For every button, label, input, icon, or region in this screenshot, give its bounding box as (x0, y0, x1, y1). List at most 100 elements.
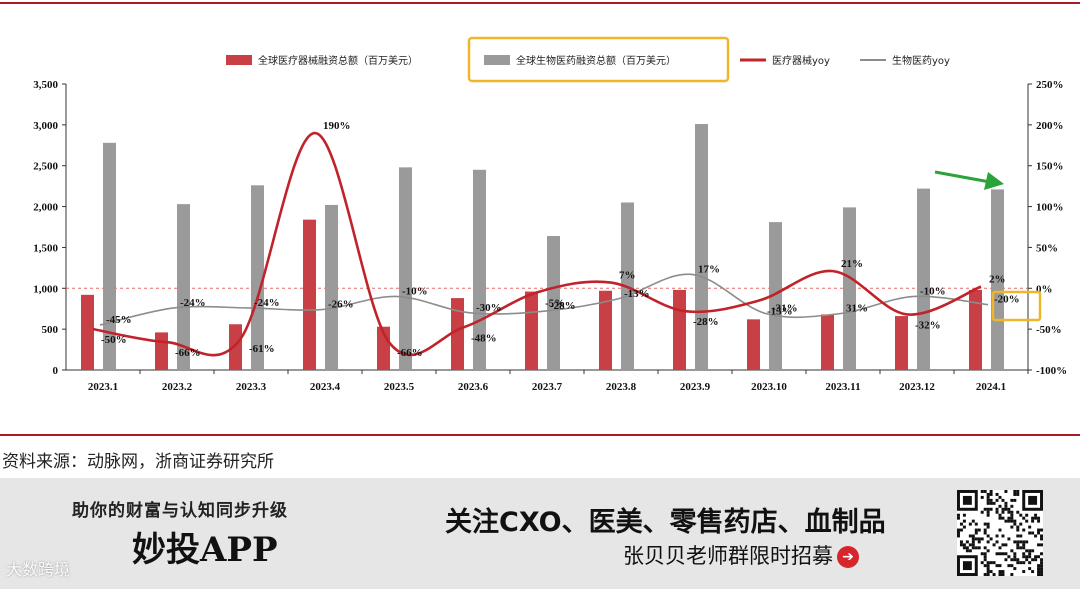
bio-yoy-label: -30% (476, 302, 502, 314)
device-yoy-label: -61% (249, 343, 275, 355)
device-yoy-label: -66% (175, 347, 201, 359)
banner-headline: 关注CXO、医美、零售药店、血制品 (445, 507, 886, 538)
legend-label: 医疗器械yoy (772, 54, 830, 67)
y-left-tick-label: 1,500 (33, 242, 58, 254)
bio-funding-bar (769, 222, 782, 370)
x-tick-label: 2023.1 (88, 381, 118, 393)
y-right-tick-label: 0% (1036, 283, 1053, 295)
bio-funding-bar (843, 207, 856, 370)
legend-swatch (226, 55, 252, 65)
bio-funding-bar (177, 204, 190, 370)
device-funding-bar (155, 332, 168, 370)
y-right-tick-label: 250% (1036, 79, 1064, 91)
bio-funding-bar (695, 124, 708, 370)
y-left-tick-label: 2,000 (33, 202, 58, 214)
banner-subline-text: 张贝贝老师群限时招募 (623, 544, 833, 568)
bio-funding-bar (325, 204, 338, 370)
bio-yoy-label: -45% (106, 314, 132, 326)
bio-yoy-label: -10% (402, 285, 428, 297)
device-funding-bar (303, 219, 316, 370)
funding-chart: 0 500 1,000 1,500 2,000 2,500 3,000 3,500 -100% -… (33, 36, 1067, 393)
bio-yoy-label: -28% (550, 300, 576, 312)
bio-funding-bar (399, 167, 412, 370)
x-tick-label: 2023.8 (606, 381, 637, 393)
device-yoy-label: 21% (841, 258, 863, 270)
y-right-tick-label: -100% (1036, 365, 1067, 377)
device-funding-bar (895, 316, 908, 370)
y-right-tick-label: 150% (1036, 161, 1064, 173)
bio-funding-bar (103, 142, 116, 370)
device-funding-bar (599, 290, 612, 370)
device-yoy-label: -15% (767, 306, 793, 318)
x-tick-label: 2023.2 (162, 381, 193, 393)
bio-funding-bar (251, 185, 264, 370)
device-funding-bar (747, 319, 760, 370)
value-highlight-box (991, 290, 1042, 322)
y-left-tick-label: 500 (42, 324, 59, 336)
bottom-rule (0, 434, 1080, 436)
y-right-tick-label: 50% (1036, 242, 1058, 254)
device-yoy-label: -50% (101, 334, 127, 346)
y-right-tick-label: 100% (1036, 202, 1064, 214)
bio-yoy-label: -13% (624, 288, 650, 300)
device-yoy-label: -66% (397, 347, 423, 359)
device-funding-bar (969, 289, 982, 370)
y-right-tick-label: -50% (1036, 324, 1062, 336)
annotation-arrow-head (984, 172, 1004, 190)
x-tick-label: 2023.7 (532, 381, 563, 393)
device-funding-bar (451, 298, 464, 370)
x-tick-label: 2023.10 (751, 381, 787, 393)
bio-yoy-label: -24% (254, 297, 280, 309)
bio-funding-bar (917, 188, 930, 370)
legend-highlight-box (467, 36, 730, 83)
device-funding-bar (821, 314, 834, 370)
y-right-tick-label: 200% (1036, 120, 1064, 132)
bio-yoy-label: -10% (920, 285, 946, 297)
device-yoy-line (92, 131, 982, 357)
x-tick-label: 2023.11 (825, 381, 860, 393)
legend-label: 全球医疗器械融资总额（百万美元） (258, 54, 418, 67)
bio-yoy-label: -20% (994, 294, 1020, 306)
bio-yoy-label: -24% (180, 297, 206, 309)
device-yoy-label: -48% (471, 333, 497, 345)
source-note: 资料来源：动脉网，浙商证券研究所 (2, 452, 274, 472)
bio-yoy-label: -31% (772, 303, 798, 315)
x-tick-label: 2023.12 (899, 381, 935, 393)
device-funding-bar (525, 291, 538, 370)
x-tick-label: 2023.5 (384, 381, 415, 393)
device-yoy-label: -32% (915, 319, 941, 331)
bio-funding-bar (991, 189, 1004, 370)
x-tick-label: 2024.1 (976, 381, 1006, 393)
top-rule (0, 2, 1080, 4)
banner-app-name[interactable]: 妙投APP (132, 530, 278, 570)
device-funding-bar (673, 289, 686, 370)
annotation-arrow-shaft (934, 170, 991, 184)
legend-label: 生物医药yoy (892, 54, 950, 67)
y-left-tick-label: 2,500 (33, 161, 58, 173)
device-yoy-label: 2% (989, 274, 1006, 286)
y-left-tick-label: 3,000 (33, 120, 58, 132)
promo-banner[interactable]: 助你的财富与认知同步升级 妙投APP 大数跨境 关注CXO、医美、零售药店、血制… (0, 478, 1080, 589)
x-tick-label: 2023.3 (236, 381, 267, 393)
y-left-tick-label: 1,000 (33, 283, 58, 295)
bio-yoy-label: 17% (698, 263, 720, 275)
legend-swatch (484, 55, 510, 65)
device-funding-bar (229, 324, 242, 370)
qr-code-icon[interactable] (957, 490, 1043, 576)
device-yoy-label: 7% (619, 270, 636, 282)
device-yoy-label: -5% (545, 297, 565, 309)
banner-slogan: 助你的财富与认知同步升级 (72, 501, 288, 521)
legend-label: 全球生物医药融资总额（百万美元） (516, 54, 676, 67)
arrow-right-icon[interactable]: ➔ (837, 546, 859, 568)
y-left-tick-label: 3,500 (33, 79, 58, 91)
x-tick-label: 2023.9 (680, 381, 711, 393)
device-funding-bar (81, 294, 94, 370)
bio-funding-bar (547, 235, 560, 370)
bio-yoy-line (99, 273, 989, 326)
bio-yoy-label: -26% (328, 299, 354, 311)
x-tick-label: 2023.6 (458, 381, 489, 393)
banner-subline[interactable]: 张贝贝老师群限时招募 ➔ (623, 540, 859, 570)
watermark: 大数跨境 (6, 560, 71, 579)
device-yoy-label: 190% (323, 120, 351, 132)
x-tick-label: 2023.4 (310, 381, 341, 393)
